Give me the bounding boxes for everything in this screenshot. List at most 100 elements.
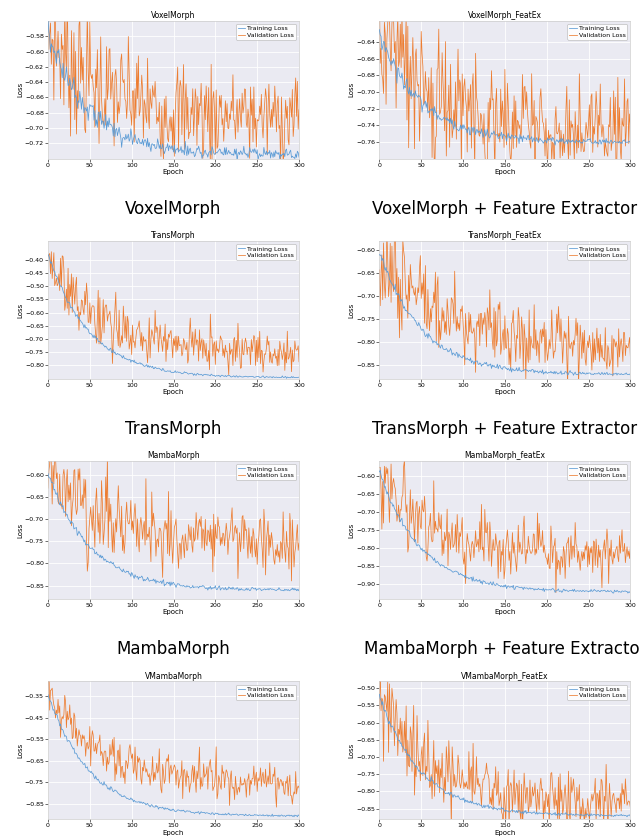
- Line: Training Loss: Training Loss: [380, 29, 630, 145]
- Training Loss: [44, 249, 52, 260]
- Validation Loss: [155, 542, 163, 552]
- Validation Loss: [477, 308, 485, 318]
- Training Loss: [283, 373, 291, 383]
- Validation Loss: [47, 247, 55, 257]
- Text: MambaMorph + Feature Extractor: MambaMorph + Feature Extractor: [364, 640, 640, 658]
- Text: MambaMorph: MambaMorph: [116, 640, 230, 658]
- Line: Validation Loss: Validation Loss: [380, 460, 630, 592]
- Text: VoxelMorph: VoxelMorph: [125, 200, 221, 218]
- Validation Loss: [531, 197, 539, 207]
- Validation Loss: [376, 463, 383, 473]
- Validation Loss: [548, 305, 556, 315]
- Validation Loss: [627, 803, 634, 813]
- Validation Loss: [44, 692, 52, 702]
- Training Loss: [276, 372, 284, 382]
- Validation Loss: [610, 333, 618, 344]
- Validation Loss: [548, 537, 556, 547]
- Training Loss: [145, 362, 153, 372]
- Y-axis label: Loss: Loss: [17, 522, 24, 538]
- Training Loss: [276, 585, 284, 596]
- Training Loss: [280, 585, 288, 596]
- Training Loss: [376, 690, 383, 700]
- Validation Loss: [575, 546, 582, 556]
- Validation Loss: [47, 428, 54, 438]
- Y-axis label: Loss: Loss: [17, 302, 24, 318]
- Validation Loss: [548, 783, 556, 793]
- Training Loss: [243, 150, 250, 160]
- Training Loss: [295, 811, 303, 821]
- Title: VoxelMorph_FeatEx: VoxelMorph_FeatEx: [468, 11, 542, 20]
- Validation Loss: [147, 780, 154, 790]
- Training Loss: [547, 134, 555, 144]
- Legend: Training Loss, Validation Loss: Training Loss, Validation Loss: [236, 685, 296, 700]
- Training Loss: [609, 588, 617, 598]
- Training Loss: [376, 24, 383, 34]
- X-axis label: Epoch: Epoch: [494, 830, 516, 836]
- Training Loss: [295, 584, 303, 594]
- Line: Validation Loss: Validation Loss: [48, 252, 299, 375]
- Title: TransMorph_FeatEx: TransMorph_FeatEx: [468, 231, 542, 240]
- Y-axis label: Loss: Loss: [17, 743, 24, 758]
- Title: MambaMorph: MambaMorph: [147, 451, 200, 460]
- Training Loss: [485, 132, 493, 142]
- Training Loss: [278, 151, 285, 161]
- Training Loss: [624, 588, 632, 598]
- Training Loss: [588, 138, 596, 148]
- Validation Loss: [486, 93, 493, 103]
- Validation Loss: [276, 160, 284, 171]
- Validation Loss: [401, 455, 408, 465]
- Validation Loss: [575, 380, 582, 390]
- Validation Loss: [273, 802, 280, 812]
- Line: Validation Loss: Validation Loss: [380, 668, 630, 832]
- Training Loss: [608, 811, 616, 821]
- Training Loss: [609, 370, 617, 381]
- Training Loss: [145, 138, 153, 148]
- Validation Loss: [564, 381, 572, 391]
- Validation Loss: [216, 331, 224, 341]
- Line: Validation Loss: Validation Loss: [380, 223, 630, 386]
- Training Loss: [477, 801, 484, 811]
- X-axis label: Epoch: Epoch: [163, 169, 184, 176]
- Validation Loss: [147, 537, 154, 547]
- Training Loss: [154, 364, 161, 374]
- Training Loss: [257, 152, 264, 162]
- Validation Loss: [548, 137, 556, 147]
- Training Loss: [623, 811, 631, 822]
- Line: Validation Loss: Validation Loss: [48, 0, 299, 165]
- Line: Training Loss: Training Loss: [48, 255, 299, 378]
- Title: VoxelMorph: VoxelMorph: [151, 11, 196, 20]
- Validation Loss: [44, 483, 52, 493]
- Training Loss: [145, 576, 153, 586]
- Legend: Training Loss, Validation Loss: Training Loss, Validation Loss: [567, 244, 627, 260]
- Validation Loss: [552, 587, 560, 597]
- Line: Validation Loss: Validation Loss: [380, 0, 630, 202]
- Training Loss: [216, 371, 223, 381]
- X-axis label: Epoch: Epoch: [163, 389, 184, 396]
- Y-axis label: Loss: Loss: [17, 82, 23, 97]
- Line: Training Loss: Training Loss: [48, 474, 299, 591]
- Training Loss: [477, 129, 484, 139]
- Validation Loss: [216, 91, 223, 101]
- Validation Loss: [589, 796, 596, 806]
- Training Loss: [216, 581, 223, 591]
- Training Loss: [295, 152, 303, 162]
- Validation Loss: [216, 540, 224, 550]
- Validation Loss: [376, 663, 384, 673]
- Validation Loss: [278, 539, 285, 549]
- Validation Loss: [257, 514, 264, 524]
- Training Loss: [256, 584, 264, 594]
- Validation Loss: [147, 353, 154, 363]
- Training Loss: [608, 370, 616, 380]
- Training Loss: [588, 586, 596, 596]
- Training Loss: [44, 469, 52, 479]
- Line: Validation Loss: Validation Loss: [48, 662, 299, 807]
- Training Loss: [154, 577, 161, 587]
- Training Loss: [574, 585, 582, 596]
- Validation Loss: [287, 576, 295, 586]
- Validation Loss: [278, 354, 286, 365]
- Validation Loss: [376, 704, 383, 714]
- Validation Loss: [518, 827, 526, 837]
- Training Loss: [609, 139, 617, 149]
- Training Loss: [588, 809, 595, 819]
- Y-axis label: Loss: Loss: [349, 82, 355, 97]
